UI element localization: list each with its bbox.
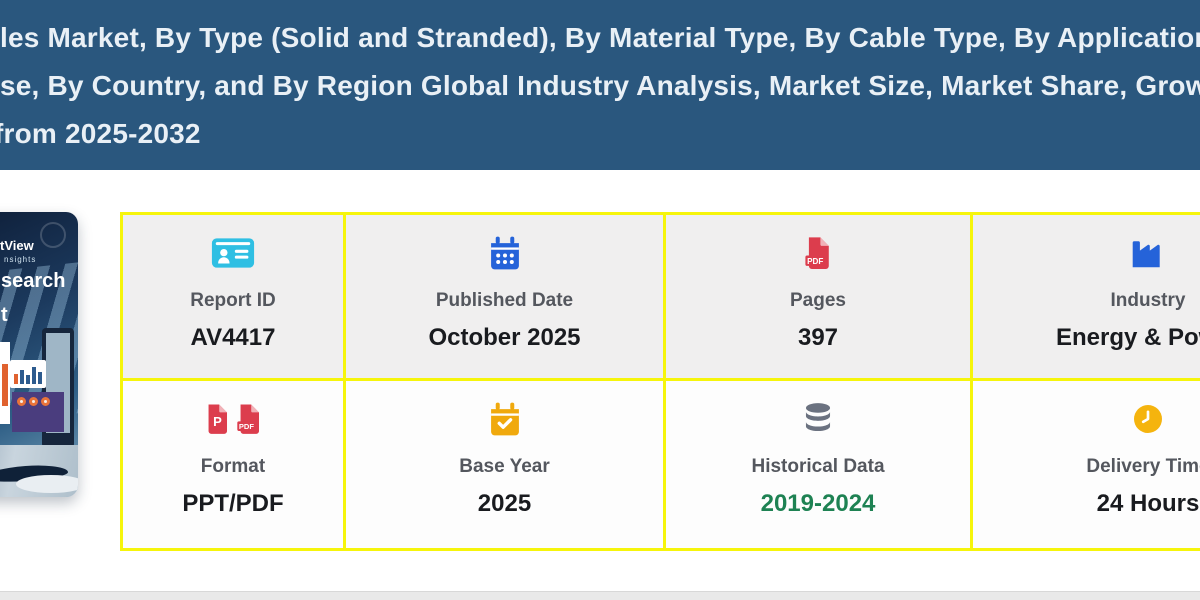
cover-bar-chart-card bbox=[10, 360, 46, 388]
id-card-icon bbox=[211, 233, 255, 273]
factory-icon bbox=[1130, 233, 1166, 273]
detail-value: AV4417 bbox=[190, 324, 276, 351]
report-title-line-2: se, By Country, and By Region Global Ind… bbox=[0, 70, 1200, 101]
detail-value: PPT/PDF bbox=[182, 490, 284, 517]
report-title-banner: les Market, By Type (Solid and Stranded)… bbox=[0, 0, 1200, 170]
report-details-table: Report ID AV4417 Published Date October … bbox=[120, 212, 1200, 551]
detail-value: 2025 bbox=[477, 490, 532, 517]
globe-outline-icon bbox=[40, 222, 66, 248]
ppt-pdf-file-icons: P PDF bbox=[204, 399, 262, 439]
detail-value: 2019-2024 bbox=[760, 490, 876, 517]
report-title-line-1: les Market, By Type (Solid and Stranded)… bbox=[0, 22, 1200, 53]
detail-label: Delivery Time bbox=[1086, 456, 1200, 477]
format-cell: P PDF Format PPT/PDF bbox=[123, 381, 343, 548]
pages-cell: PDF Pages 397 bbox=[666, 215, 970, 378]
clock-icon bbox=[1132, 399, 1164, 439]
detail-value: October 2025 bbox=[428, 324, 581, 351]
svg-text:P: P bbox=[213, 414, 222, 429]
detail-label: Format bbox=[200, 456, 266, 477]
cover-brand-subtext: nsights bbox=[4, 255, 37, 264]
cover-side-card bbox=[0, 342, 10, 424]
detail-label: Pages bbox=[790, 290, 846, 311]
svg-text:PDF: PDF bbox=[807, 257, 823, 266]
cover-brand-text: tView bbox=[0, 238, 34, 253]
detail-label: Industry bbox=[1110, 290, 1186, 311]
detail-value: 24 Hours bbox=[1096, 490, 1200, 517]
historical-data-cell: Historical Data 2019-2024 bbox=[666, 381, 970, 548]
calendar-check-icon bbox=[489, 399, 521, 439]
page-section-divider bbox=[0, 591, 1200, 600]
report-cover-thumbnail: tView nsights search t bbox=[0, 212, 78, 497]
published-date-cell: Published Date October 2025 bbox=[346, 215, 663, 378]
detail-label: Published Date bbox=[435, 290, 574, 311]
calendar-icon bbox=[489, 233, 521, 273]
report-title-line-3: from 2025-2032 bbox=[0, 118, 201, 149]
industry-cell: Industry Energy & Power bbox=[973, 215, 1200, 378]
detail-label: Report ID bbox=[190, 290, 276, 311]
database-icon bbox=[803, 399, 833, 439]
cover-caption-subtext: t bbox=[1, 304, 8, 326]
pdf-file-icon: PDF bbox=[804, 233, 832, 273]
cover-donut-chart-card bbox=[12, 392, 64, 432]
report-id-cell: Report ID AV4417 bbox=[123, 215, 343, 378]
base-year-cell: Base Year 2025 bbox=[346, 381, 663, 548]
cover-light-patch bbox=[16, 475, 78, 493]
detail-label: Historical Data bbox=[751, 456, 885, 477]
delivery-time-cell: Delivery Time 24 Hours bbox=[973, 381, 1200, 548]
detail-value: 397 bbox=[797, 324, 839, 351]
svg-text:PDF: PDF bbox=[239, 422, 254, 431]
detail-label: Base Year bbox=[459, 456, 550, 477]
detail-value: Energy & Power bbox=[1055, 324, 1200, 351]
cover-caption-text: search bbox=[1, 270, 66, 292]
